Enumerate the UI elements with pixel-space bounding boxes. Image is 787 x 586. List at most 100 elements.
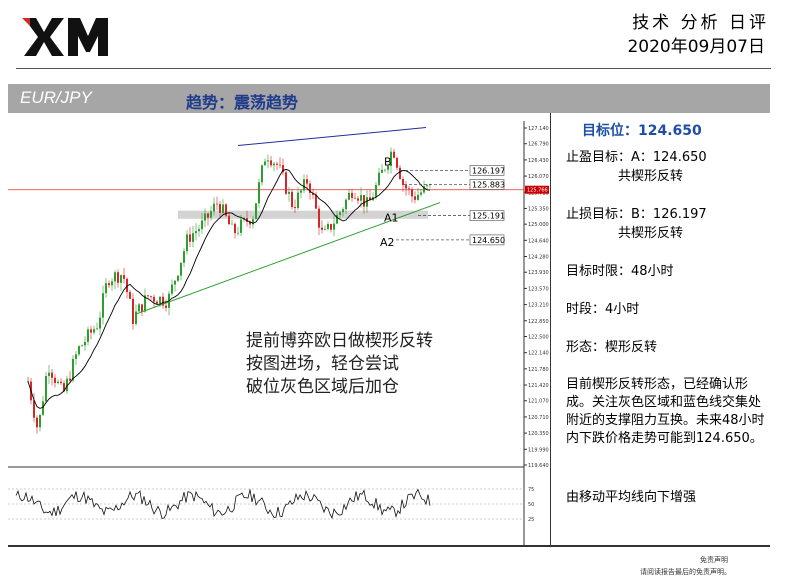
candle-body	[120, 275, 122, 283]
price-tick-label: 125.000	[528, 222, 549, 228]
candle-body	[384, 169, 386, 171]
candle-body	[96, 328, 98, 330]
price-tick-label: 125.350	[528, 206, 549, 212]
candle-body	[117, 272, 119, 283]
candle-body	[213, 203, 215, 212]
candle-body	[285, 172, 287, 194]
report-date: 2020年09月07日	[627, 37, 765, 57]
candle-body	[237, 232, 239, 234]
candle-body	[333, 223, 335, 230]
candle-body	[186, 234, 188, 252]
candle-body	[57, 381, 59, 384]
report-title: 技术 分析 日评	[632, 13, 769, 33]
overlay-line3: 破位灰色区域后加仓	[246, 377, 399, 397]
candle-body	[411, 189, 413, 197]
candle-body	[42, 401, 44, 415]
candle-body	[66, 378, 68, 392]
candle-body	[282, 165, 284, 173]
resistance-trendline	[237, 127, 427, 147]
candle-body	[156, 301, 158, 304]
candle-body	[360, 195, 362, 201]
candle-body	[72, 358, 74, 381]
candle-body	[234, 223, 236, 234]
price-tick-label: 119.990	[528, 447, 549, 453]
candle-body	[159, 296, 161, 304]
candle-body	[108, 283, 110, 286]
timeframe: 时段：4小时	[566, 302, 640, 317]
candle-body	[240, 219, 242, 233]
candle-body	[174, 280, 176, 285]
candle-body	[183, 251, 185, 263]
candle-body	[267, 160, 269, 162]
footer-divider	[8, 545, 770, 547]
candle-body	[204, 213, 206, 221]
candle-body	[228, 215, 230, 225]
current-price-tag	[525, 185, 549, 194]
price-tick-label: 127.140	[528, 126, 549, 132]
candle-body	[51, 372, 53, 378]
candle-body	[309, 183, 311, 193]
candle-body	[276, 163, 278, 165]
candle-body	[324, 228, 326, 230]
candle-body	[141, 304, 143, 312]
candle-body	[195, 231, 197, 234]
candle-body	[75, 354, 77, 359]
candle-body	[273, 163, 275, 166]
candle-body	[60, 381, 62, 384]
candle-body	[351, 192, 353, 198]
pattern: 形态：楔形反转	[566, 340, 658, 355]
trend-label: 趋势：震荡趋势	[186, 93, 299, 112]
candle-body	[135, 311, 137, 324]
current-price-label: 125.766	[527, 188, 548, 194]
candle-body	[105, 283, 107, 294]
candle-body	[153, 296, 155, 302]
price-tick-label: 121.420	[528, 383, 549, 389]
candle-body	[189, 234, 191, 242]
price-chart: 127.140126.790126.430126.070125.710125.3…	[8, 121, 549, 545]
candle-body	[363, 195, 365, 207]
candle-body	[339, 212, 341, 215]
candle-body	[297, 192, 299, 208]
pair-band	[8, 84, 770, 113]
candle-body	[423, 186, 425, 193]
take-profit-line1: 止盈目标：A：124.650	[566, 150, 707, 165]
candle-body	[36, 417, 38, 428]
header-divider	[16, 68, 771, 69]
candle-body	[162, 296, 164, 306]
candle-body	[330, 224, 332, 230]
candle-body	[144, 295, 146, 312]
candle-body	[102, 293, 104, 318]
take-profit-line2: 共楔形反转	[618, 169, 684, 184]
candle-body	[300, 190, 302, 193]
candle-body	[396, 157, 398, 168]
oscillator-line	[15, 488, 431, 520]
candle-body	[387, 165, 389, 170]
price-tick-label: 124.280	[528, 255, 549, 261]
candle-body	[321, 227, 323, 230]
candle-body	[192, 233, 194, 242]
price-tick-label: 122.140	[528, 351, 549, 357]
candle-body	[219, 204, 221, 213]
candle-body	[291, 191, 293, 208]
price-tick-label: 119.640	[528, 463, 549, 469]
price-tick-label: 123.570	[528, 286, 549, 292]
candle-body	[147, 295, 149, 297]
candle-body	[246, 218, 248, 222]
candle-body	[348, 192, 350, 200]
candle-body	[249, 221, 251, 225]
candle-body	[375, 184, 377, 198]
target-level: 目标位：124.650	[582, 123, 702, 139]
candle-body	[303, 179, 305, 191]
candle-body	[264, 161, 266, 166]
candle-body	[180, 262, 182, 276]
moving-average-line	[27, 168, 431, 409]
candle-body	[93, 329, 95, 333]
overlay-line2: 按图进场，轻仓尝试	[246, 354, 399, 374]
level-value: 126.197	[472, 166, 505, 175]
candle-body	[231, 223, 233, 225]
candle-body	[126, 278, 128, 293]
candle-body	[207, 213, 209, 218]
oscillator-tick-label: 75	[528, 487, 534, 493]
candle-body	[111, 281, 113, 286]
candle-body	[402, 179, 404, 186]
